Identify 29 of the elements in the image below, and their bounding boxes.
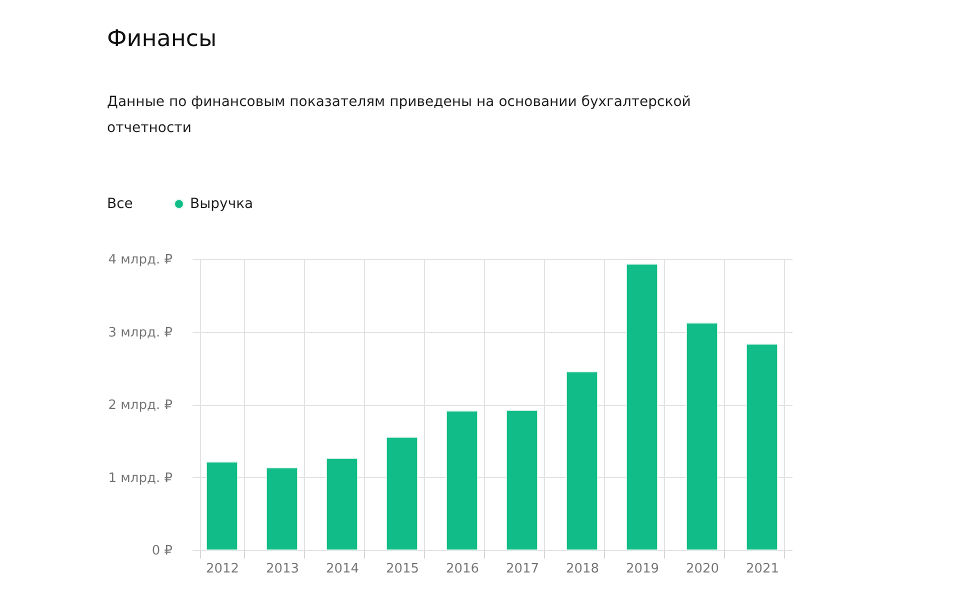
x-tick-label: 2021 [746, 562, 780, 576]
chart-subtitle: Данные по финансовым показателям приведены на основании бухгалтерской отчетности [107, 94, 691, 136]
x-tick-label: 2014 [326, 562, 360, 576]
legend-label: Выручка [190, 196, 254, 212]
y-tick-label: 3 млрд. ₽ [108, 325, 172, 340]
x-tick-label: 2020 [686, 562, 720, 576]
x-tick-label: 2018 [566, 562, 600, 576]
bar [326, 458, 358, 550]
y-tick-label: 1 млрд. ₽ [108, 470, 172, 486]
y-tick-label: 4 млрд. ₽ [108, 252, 172, 268]
bar [446, 410, 478, 550]
x-tick-label: 2012 [206, 562, 240, 576]
bar [746, 344, 778, 550]
bar [386, 436, 418, 550]
y-tick-label: 0 ₽ [152, 544, 172, 558]
chart-title: Финансы [107, 26, 217, 52]
x-tick-label: 2013 [266, 562, 300, 576]
bar [686, 322, 718, 550]
bar [626, 264, 658, 550]
x-tick-label: 2019 [626, 562, 660, 576]
x-tick-label: 2016 [446, 562, 480, 576]
text: Все [107, 196, 133, 212]
bar [206, 461, 238, 550]
bar [506, 410, 538, 550]
x-tick-label: 2017 [506, 562, 540, 576]
x-tick-label: 2015 [386, 562, 420, 576]
bar [266, 467, 298, 550]
bar [566, 371, 598, 550]
y-tick-label: 2 млрд. ₽ [108, 398, 172, 413]
